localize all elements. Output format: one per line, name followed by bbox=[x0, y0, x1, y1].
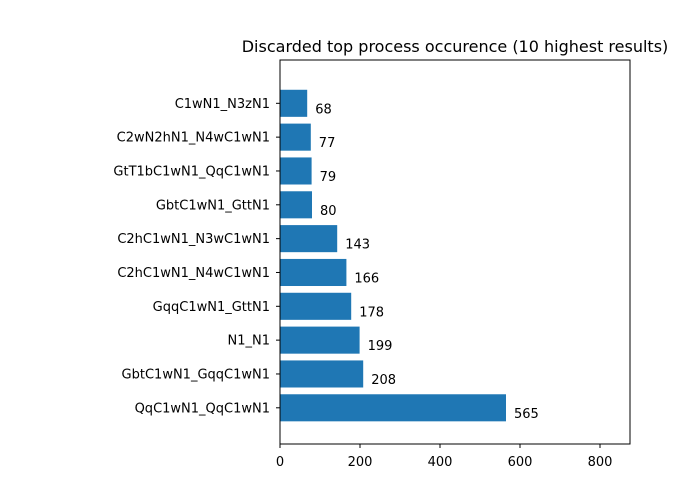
bar-9 bbox=[280, 89, 308, 117]
x-tick-label-2: 400 bbox=[428, 455, 453, 470]
bar-2 bbox=[280, 326, 360, 354]
bar-1 bbox=[280, 360, 364, 388]
y-tick-label-8: C2wN2hN1_N4wC1wN1 bbox=[117, 131, 270, 146]
bar-value-label-4: 166 bbox=[354, 271, 379, 286]
bar-value-label-8: 77 bbox=[319, 136, 336, 151]
axes-frame bbox=[279, 59, 631, 445]
bar-3 bbox=[280, 292, 352, 320]
bar-6 bbox=[280, 191, 312, 219]
y-tick-label-5: C2hC1wN1_N3wC1wN1 bbox=[117, 232, 270, 247]
x-tick-label-3: 600 bbox=[508, 455, 533, 470]
bar-8 bbox=[280, 123, 311, 151]
x-tick-label-0: 0 bbox=[276, 455, 284, 470]
bar-4 bbox=[280, 258, 347, 287]
x-tick-label-4: 800 bbox=[588, 455, 613, 470]
y-tick-label-4: C2hC1wN1_N4wC1wN1 bbox=[117, 266, 270, 281]
y-tick-label-6: GbtC1wN1_GttN1 bbox=[156, 198, 270, 213]
bar-value-label-2: 199 bbox=[368, 339, 393, 354]
bar-value-label-7: 79 bbox=[320, 170, 337, 185]
bar-5 bbox=[280, 225, 338, 253]
bar-value-label-5: 143 bbox=[345, 238, 370, 253]
bars-group: 565 208 199 178 166 143 80 79 77 68 bbox=[280, 89, 539, 422]
y-tick-label-3: GqqC1wN1_GttN1 bbox=[153, 300, 270, 315]
bar-value-label-6: 80 bbox=[320, 204, 337, 219]
y-tick-label-1: GbtC1wN1_GqqC1wN1 bbox=[122, 367, 270, 382]
y-tick-label-7: GtT1bC1wN1_QqC1wN1 bbox=[113, 164, 270, 179]
bar-value-label-3: 178 bbox=[359, 305, 384, 320]
chart-title: Discarded top process occurence (10 high… bbox=[242, 37, 669, 56]
x-tick-label-1: 200 bbox=[348, 455, 373, 470]
y-tick-label-2: N1_N1 bbox=[228, 334, 271, 349]
bar-value-label-9: 68 bbox=[315, 102, 332, 117]
bar-value-label-1: 208 bbox=[371, 373, 396, 388]
x-axis-ticks: 0 200 400 600 800 bbox=[276, 444, 613, 470]
y-axis-ticks: QqC1wN1_QqC1wN1 GbtC1wN1_GqqC1wN1 N1_N1 Gqq… bbox=[113, 97, 280, 416]
y-tick-label-9: C1wN1_N3zN1 bbox=[175, 97, 270, 112]
bar-0 bbox=[280, 394, 506, 422]
bar-value-label-0: 565 bbox=[514, 407, 539, 422]
bar-7 bbox=[280, 157, 312, 185]
y-tick-label-0: QqC1wN1_QqC1wN1 bbox=[135, 401, 270, 416]
